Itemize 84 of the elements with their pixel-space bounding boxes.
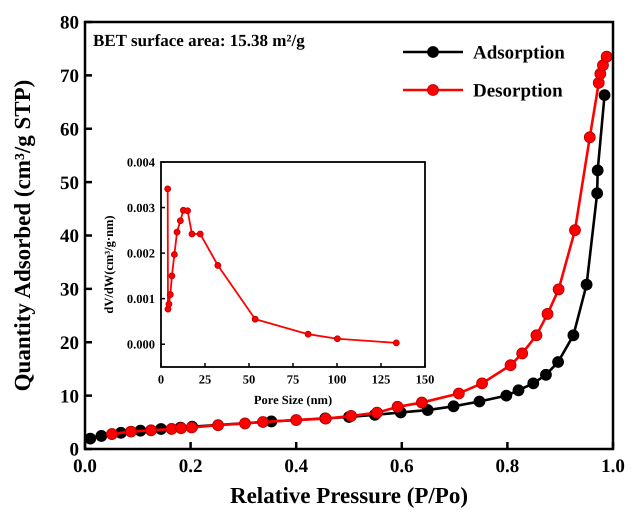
- point: [568, 329, 580, 342]
- point: [504, 359, 516, 372]
- point: [416, 396, 428, 408]
- point: [371, 406, 383, 419]
- x-tick-label: 100: [328, 372, 346, 386]
- point: [304, 330, 312, 338]
- point: [592, 164, 604, 176]
- point: [476, 377, 488, 390]
- point: [552, 284, 565, 296]
- point: [569, 224, 581, 236]
- x-axis-title: Relative Pressure (P/Po): [230, 483, 468, 508]
- y-tick-label: 0.004: [126, 155, 156, 170]
- point: [542, 308, 554, 320]
- x-axis-title: Pore Size (nm): [254, 393, 332, 407]
- point: [527, 377, 540, 390]
- point: [176, 217, 184, 224]
- point: [552, 356, 564, 368]
- point: [257, 416, 269, 428]
- x-tick-label: 0.2: [178, 456, 202, 477]
- x-tick-label: 75: [286, 372, 300, 386]
- x-tick-label: 25: [198, 372, 212, 386]
- y-tick-label: 60: [60, 119, 79, 140]
- point: [598, 89, 610, 102]
- x-tick-label: 1.0: [601, 456, 625, 477]
- x-tick-label: 0: [158, 372, 164, 386]
- y-tick-label: 30: [60, 280, 79, 301]
- x-tick-label: 0.6: [390, 456, 414, 477]
- point: [196, 230, 204, 238]
- x-tick-label: 0.0: [73, 456, 97, 477]
- point: [345, 410, 358, 422]
- y-tick-label: 20: [60, 332, 79, 354]
- point: [516, 348, 528, 360]
- point: [170, 251, 178, 258]
- y-tick-label: 40: [60, 226, 79, 248]
- point: [145, 424, 157, 436]
- legend-label: Adsorption: [473, 42, 566, 64]
- point: [584, 131, 596, 144]
- point: [448, 400, 460, 412]
- point: [166, 291, 174, 298]
- x-tick-label: 125: [372, 372, 390, 386]
- point: [540, 368, 552, 381]
- y-tick-label: 50: [60, 172, 79, 194]
- point: [125, 426, 137, 438]
- point: [392, 400, 404, 413]
- point: [392, 339, 400, 346]
- point: [239, 418, 251, 430]
- y-axis-title: Quantity Adsorbed (cm³/g STP): [10, 80, 36, 392]
- point: [452, 388, 465, 400]
- point: [580, 278, 592, 291]
- point: [290, 414, 302, 426]
- y-tick-label: 0.001: [126, 292, 155, 306]
- point: [174, 228, 180, 236]
- point: [474, 396, 486, 408]
- point: [95, 430, 108, 442]
- point: [188, 230, 196, 238]
- point: [168, 272, 176, 280]
- y-tick-label: 70: [60, 66, 79, 88]
- y-tick-label: 0.000: [126, 338, 155, 352]
- x-tick-label: 50: [242, 372, 256, 386]
- point: [106, 428, 118, 440]
- point: [252, 316, 259, 323]
- point: [212, 419, 224, 432]
- annotation: BET surface area: 15.38 m²/g: [93, 31, 306, 50]
- point: [184, 207, 191, 214]
- legend-label: Desorption: [473, 80, 564, 102]
- point: [422, 404, 434, 416]
- point: [500, 390, 512, 402]
- point: [600, 50, 613, 63]
- point: [530, 329, 542, 342]
- point: [164, 185, 172, 192]
- point: [591, 187, 604, 200]
- y-tick-label: 0.003: [126, 200, 155, 215]
- y-tick-label: 10: [60, 386, 79, 408]
- y-tick-label: 80: [60, 12, 79, 34]
- x-tick-label: 0.4: [284, 456, 309, 477]
- point: [166, 423, 178, 435]
- x-tick-label: 0.8: [496, 456, 520, 477]
- point: [512, 384, 524, 396]
- y-axis-title: dV/dW(cm³/g·nm): [102, 215, 116, 314]
- point: [166, 300, 172, 308]
- point: [214, 262, 222, 269]
- x-tick-label: 150: [416, 372, 434, 386]
- point: [334, 335, 341, 342]
- y-tick-label: 0.002: [126, 246, 155, 260]
